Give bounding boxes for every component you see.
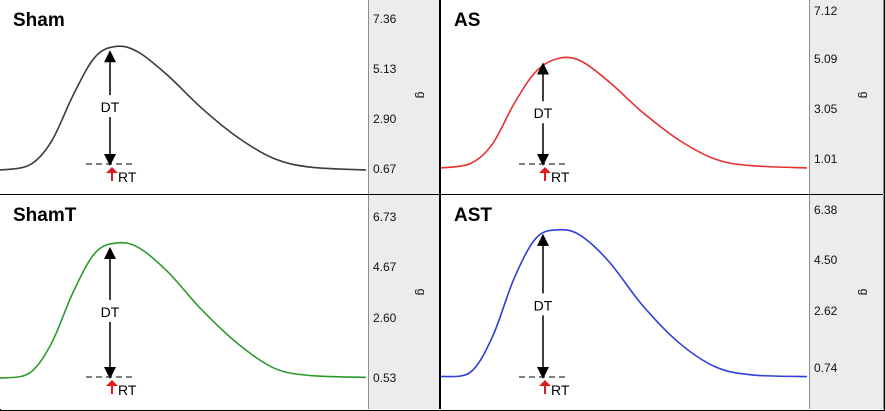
curve-svg: DT RT — [0, 241, 367, 398]
y-unit-label: g — [414, 91, 429, 99]
rt-arrow-icon — [539, 380, 551, 386]
curve-svg: DT RT — [0, 45, 367, 185]
rt-label: RT — [118, 169, 137, 185]
y-unit-label: g — [857, 288, 872, 296]
y-axis: 7.36 5.13 2.90 0.67 g — [368, 0, 441, 194]
y-axis: 7.12 5.09 3.05 1.01 g — [809, 0, 884, 194]
dt-label: DT — [101, 304, 120, 320]
dt-label: DT — [534, 297, 553, 313]
y-axis: 6.73 4.67 2.60 0.53 g — [368, 195, 441, 409]
rt-arrow-icon — [106, 380, 118, 386]
y-tick-label: 2.90 — [373, 112, 397, 126]
force-curve — [0, 45, 367, 171]
rt-label: RT — [551, 169, 570, 185]
panel-title: ShamT — [13, 205, 77, 226]
panel-sham: Sham DT RT 7.36 5.13 2.90 0.67 g — [0, 0, 441, 194]
plot-area: Sham DT RT — [0, 0, 368, 194]
y-tick-label: 4.67 — [373, 260, 397, 274]
panel-title: AST — [454, 205, 492, 226]
curve-svg: DT RT — [440, 228, 808, 398]
y-tick-label: 1.01 — [814, 152, 838, 166]
force-curve — [440, 228, 808, 378]
y-tick-label: 7.36 — [373, 12, 397, 26]
y-tick-label: 2.62 — [814, 304, 838, 318]
plot-area: ShamT DT RT — [0, 195, 368, 409]
rt-label: RT — [551, 382, 570, 398]
y-tick-label: 2.60 — [373, 311, 397, 325]
y-tick-label: 5.13 — [373, 62, 397, 76]
y-tick-label: 0.67 — [373, 162, 397, 176]
panel-ast: AST DT RT 6.38 4.50 2.62 0.74 g — [440, 195, 884, 409]
y-tick-label: 0.53 — [373, 371, 397, 385]
curve-svg: DT RT — [440, 56, 808, 185]
y-unit-label: g — [414, 288, 429, 296]
y-tick-label: 7.12 — [814, 4, 838, 18]
force-curve — [0, 241, 367, 379]
y-tick-label: 6.73 — [373, 210, 397, 224]
panel-as: AS DT RT 7.12 5.09 3.05 1.01 g — [440, 0, 884, 194]
panel-title: AS — [454, 10, 481, 31]
rt-arrow-icon — [539, 167, 551, 173]
y-tick-label: 0.74 — [814, 361, 838, 375]
horizontal-divider — [0, 194, 883, 195]
y-tick-label: 6.38 — [814, 203, 838, 217]
force-curve — [440, 56, 808, 169]
y-tick-label: 4.50 — [814, 253, 838, 267]
panel-title: Sham — [13, 10, 65, 31]
y-tick-label: 5.09 — [814, 52, 838, 66]
plot-area: AST DT RT — [440, 195, 809, 409]
y-tick-label: 3.05 — [814, 102, 838, 116]
dt-label: DT — [534, 105, 553, 121]
y-unit-label: g — [857, 91, 872, 99]
vertical-divider — [439, 0, 441, 409]
rt-arrow-icon — [106, 167, 118, 173]
plot-area: AS DT RT — [440, 0, 809, 194]
rt-label: RT — [118, 382, 137, 398]
y-axis: 6.38 4.50 2.62 0.74 g — [809, 195, 884, 409]
dt-label: DT — [101, 99, 120, 115]
panel-shamt: ShamT DT RT 6.73 4.67 2.60 0.53 g — [0, 195, 441, 409]
